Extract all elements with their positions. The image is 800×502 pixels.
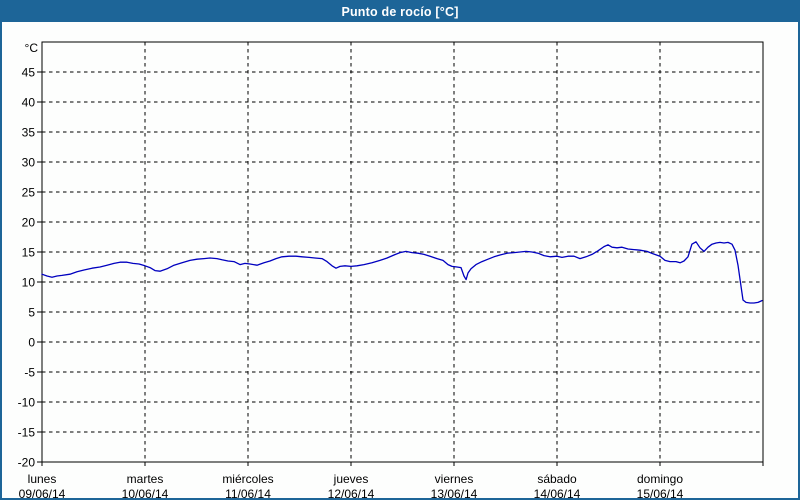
y-tick-label: -5 bbox=[24, 366, 35, 380]
y-tick-label: 0 bbox=[28, 336, 35, 350]
title-bar: Punto de rocío [°C] bbox=[2, 2, 798, 22]
chart-title: Punto de rocío [°C] bbox=[341, 5, 459, 19]
y-tick-label: 20 bbox=[22, 216, 36, 230]
x-day-label: domingo bbox=[637, 472, 683, 486]
x-date-label: 09/06/14 bbox=[19, 487, 66, 501]
x-day-label: sábado bbox=[537, 472, 577, 486]
y-tick-label: 10 bbox=[22, 276, 36, 290]
y-tick-label: 45 bbox=[22, 66, 36, 80]
x-date-label: 14/06/14 bbox=[534, 487, 581, 501]
y-tick-label: 15 bbox=[22, 246, 36, 260]
x-day-label: martes bbox=[127, 472, 164, 486]
y-tick-label: 35 bbox=[22, 126, 36, 140]
y-tick-label: -10 bbox=[18, 396, 36, 410]
y-axis-unit-label: °C bbox=[25, 41, 39, 55]
x-date-label: 12/06/14 bbox=[328, 487, 375, 501]
y-tick-label: -15 bbox=[18, 426, 36, 440]
x-day-label: viernes bbox=[435, 472, 474, 486]
y-tick-label: -20 bbox=[18, 456, 36, 470]
x-day-label: miércoles bbox=[222, 472, 273, 486]
dewpoint-line bbox=[41, 241, 763, 304]
y-tick-label: 5 bbox=[28, 306, 35, 320]
x-day-label: lunes bbox=[28, 472, 57, 486]
y-tick-label: 25 bbox=[22, 186, 36, 200]
y-tick-label: 40 bbox=[22, 96, 36, 110]
x-day-label: jueves bbox=[333, 472, 369, 486]
x-date-label: 15/06/14 bbox=[637, 487, 684, 501]
plot-border bbox=[41, 41, 764, 463]
x-date-label: 10/06/14 bbox=[122, 487, 169, 501]
x-date-label: 11/06/14 bbox=[225, 487, 271, 501]
y-tick-label: 30 bbox=[22, 156, 36, 170]
x-date-label: 13/06/14 bbox=[431, 487, 478, 501]
